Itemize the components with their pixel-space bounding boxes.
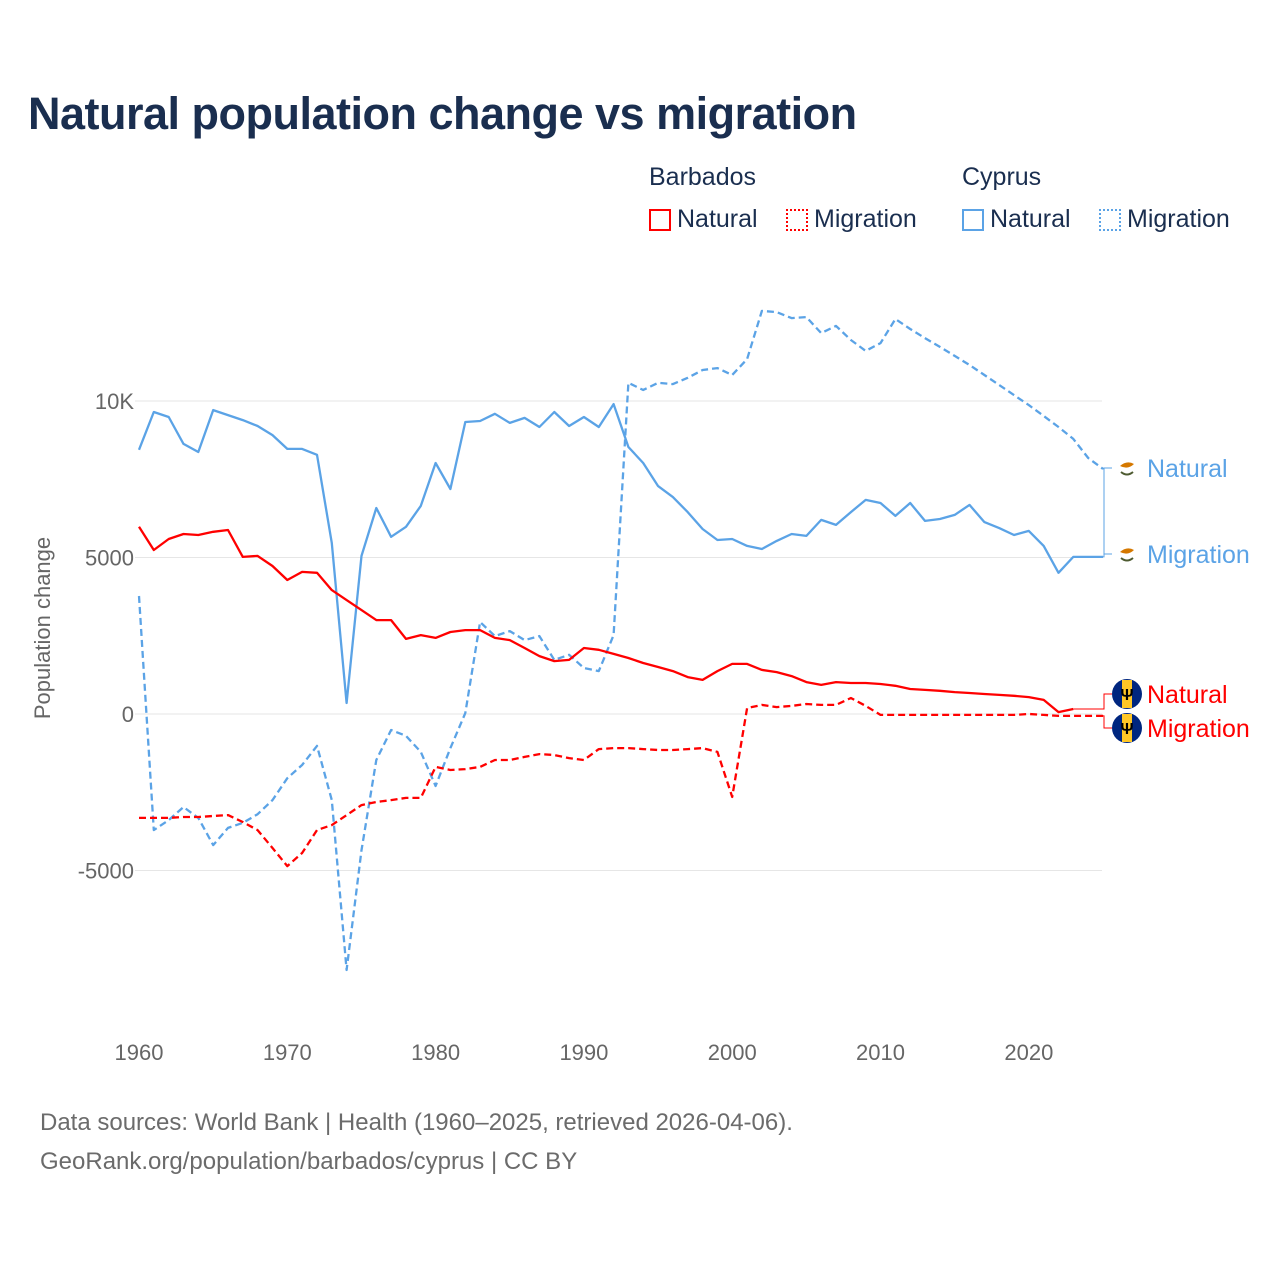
y-tick-label: 5000 [85,546,134,571]
series-line-cyprus-migration [137,309,1104,972]
label-leader-line [1103,715,1112,729]
legend-label: Migration [814,205,917,233]
x-tick-label: 2000 [708,1040,757,1065]
legend-label: Migration [1127,205,1230,233]
legend-cyprus-natural[interactable]: Natural [962,205,1071,234]
olive-branch-icon [1120,557,1134,562]
legend-barbados-migration[interactable]: Migration [786,205,917,234]
x-tick-label: 1980 [411,1040,460,1065]
trident-icon: Ψ [1121,721,1134,738]
y-tick-label: 0 [122,702,134,727]
cyprus-flag-icon [1120,462,1134,468]
cyprus-flag-icon [1112,453,1142,483]
series-line-cyprus-natural [137,402,1103,705]
source-url[interactable]: GeoRank.org/population/barbados/cyprus |… [40,1148,578,1175]
x-tick-label: 2020 [1004,1040,1053,1065]
y-tick-label: -5000 [78,859,134,884]
cyprus-flag-icon [1112,539,1142,569]
series-end-label: Natural [1147,681,1228,709]
series-end-label: Natural [1147,455,1228,483]
x-tick-label: 2010 [856,1040,905,1065]
legend-swatch-dotted [786,208,808,231]
x-tick-label: 1970 [263,1040,312,1065]
series-end-label: Migration [1147,541,1250,569]
legend-label: Natural [990,205,1071,233]
legend-barbados-natural[interactable]: Natural [649,205,758,234]
trident-icon: Ψ [1121,687,1134,704]
chart-title: Natural population change vs migration [28,88,857,139]
legend-cyprus-migration[interactable]: Migration [1099,205,1230,234]
label-leader-line [1073,693,1112,710]
cyprus-flag-icon [1120,548,1134,554]
series-line-barbados-natural [138,526,1074,714]
legend-swatch-dotted [1099,208,1121,231]
legend-group-barbados: Barbados [649,163,757,191]
source-line: Data sources: World Bank | Health (1960–… [40,1109,793,1136]
x-tick-label: 1990 [559,1040,608,1065]
legend-swatch-solid [649,208,671,231]
x-tick-label: 1960 [115,1040,164,1065]
series-end-label: Migration [1147,715,1250,743]
legend-swatch-solid [962,208,984,231]
barbados-flag-icon [1122,714,1132,742]
barbados-flag-icon [1122,680,1132,708]
label-leader-line [1103,468,1112,555]
series-line-barbados-migration [139,696,1103,868]
olive-branch-icon [1120,471,1134,476]
y-axis-label: Population change [30,537,55,719]
legend-group-cyprus: Cyprus [962,163,1042,191]
legend-label: Natural [677,205,758,233]
y-tick-label: 10K [95,389,134,414]
